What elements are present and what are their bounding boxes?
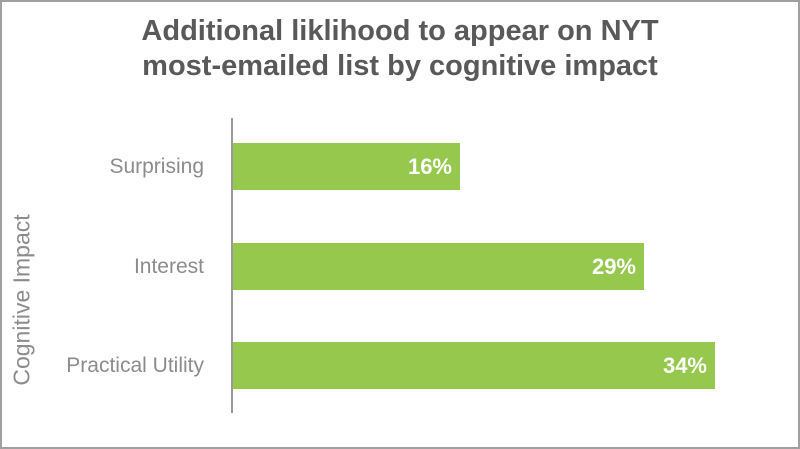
bar-value-label: 34% (662, 352, 707, 378)
bar: 29% (233, 243, 644, 290)
category-label: Interest (133, 255, 204, 278)
category-label: Practical Utility (66, 354, 204, 377)
bar: 16% (233, 143, 460, 190)
chart-title: Additional liklihood to appear on NYT mo… (2, 14, 798, 84)
bar: 34% (233, 342, 715, 389)
category-label: Surprising (109, 155, 204, 178)
plot-area: 16% 29% 34% (233, 118, 798, 413)
chart-title-line-2: most-emailed list by cognitive impact (142, 50, 658, 82)
bar-value-label: 29% (591, 253, 636, 279)
bar-value-label: 16% (407, 153, 452, 179)
chart-title-line-1: Additional liklihood to appear on NYT (141, 15, 659, 47)
y-axis-line (231, 118, 233, 413)
category-axis-labels: Surprising Interest Practical Utility (2, 118, 204, 413)
